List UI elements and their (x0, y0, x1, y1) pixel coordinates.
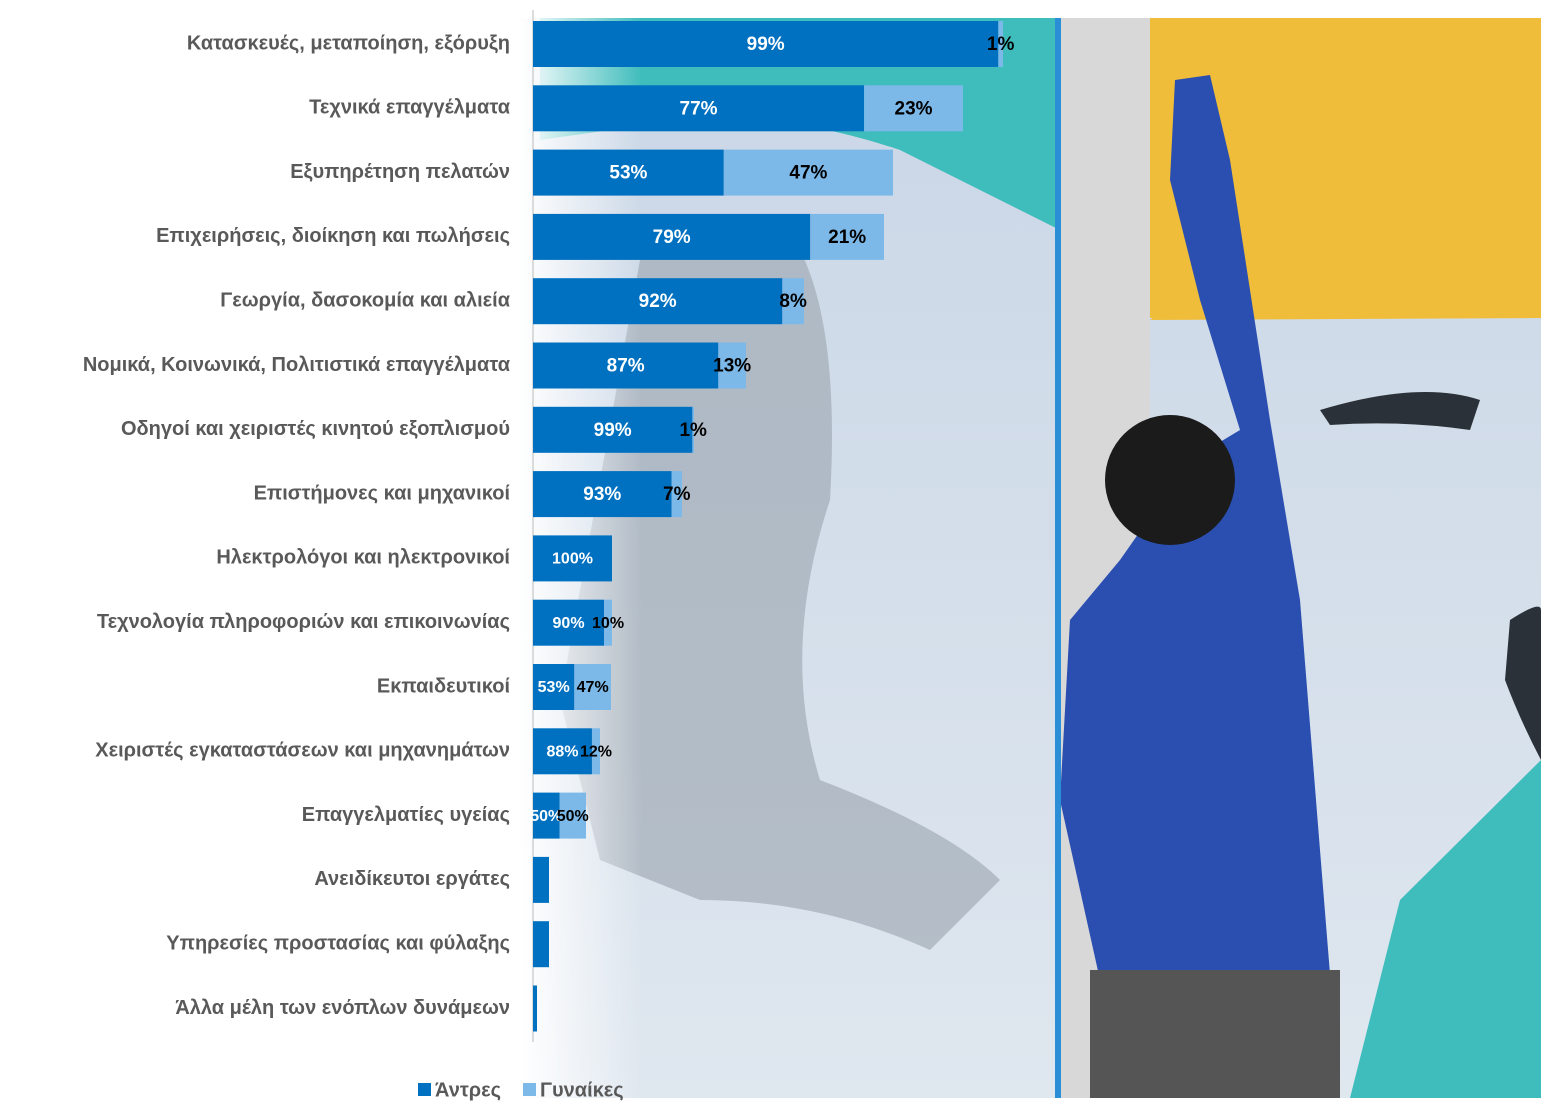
bar-segment (533, 857, 549, 903)
category-label: Γεωργία, δασοκομία και αλιεία (220, 289, 510, 311)
legend-label: Άντρες (435, 1079, 501, 1101)
value-label: 50% (557, 808, 589, 825)
bar-segment (533, 986, 537, 1032)
category-label: Κατασκευές, μεταποίηση, εξόρυξη (187, 32, 510, 54)
bar-segment (533, 921, 549, 967)
value-label: 99% (747, 34, 785, 55)
category-label: Χειριστές εγκαταστάσεων και μηχανημάτων (95, 740, 510, 762)
legend-swatch (418, 1083, 431, 1096)
value-label: 99% (594, 420, 632, 441)
category-label: Εξυπηρέτηση πελατών (290, 161, 510, 183)
value-label: 8% (779, 291, 807, 312)
value-label: 47% (789, 163, 827, 184)
category-label: Επιχειρήσεις, διοίκηση και πωλήσεις (156, 225, 510, 247)
value-label: 10% (592, 615, 624, 632)
category-label: Οδηγοί και χειριστές κινητού εξοπλισμού (121, 418, 510, 440)
value-label: 1% (679, 420, 707, 441)
value-label: 53% (538, 679, 570, 696)
value-label: 47% (577, 679, 609, 696)
chart: Άντρες Γυναίκες Κατασκευές, μεταποίηση, … (0, 0, 1541, 1103)
category-label: Ηλεκτρολόγοι και ηλεκτρονικοί (216, 547, 510, 569)
value-label: 7% (663, 484, 691, 505)
value-label: 87% (607, 356, 645, 377)
category-label: Τεχνικά επαγγέλματα (309, 97, 511, 119)
value-label: 92% (639, 291, 677, 312)
value-label: 88% (546, 744, 578, 761)
category-label: Επιστήμονες και μηχανικοί (254, 482, 510, 504)
category-label: Νομικά, Κοινωνικά, Πολιτιστικά επαγγέλμα… (83, 354, 511, 376)
category-label: Τεχνολογία πληροφοριών και επικοινωνίας (97, 611, 510, 633)
value-label: 100% (552, 551, 593, 568)
value-label: 13% (713, 356, 751, 377)
value-label: 1% (987, 34, 1015, 55)
category-label: Άλλα μέλη των ενόπλων δυνάμεων (175, 997, 510, 1019)
legend-label: Γυναίκες (540, 1079, 624, 1101)
category-label: Επαγγελματίες υγείας (302, 804, 510, 826)
value-label: 53% (609, 163, 647, 184)
value-label: 77% (680, 98, 718, 119)
value-label: 90% (553, 615, 585, 632)
legend-swatch (523, 1083, 536, 1096)
category-label: Ανειδίκευτοι εργάτες (314, 868, 510, 890)
category-label: Υπηρεσίες προστασίας και φύλαξης (166, 932, 510, 954)
value-label: 93% (583, 484, 621, 505)
value-label: 23% (895, 98, 933, 119)
value-label: 79% (653, 227, 691, 248)
value-label: 12% (580, 744, 612, 761)
value-label: 21% (828, 227, 866, 248)
category-label: Εκπαιδευτικοί (377, 675, 510, 697)
